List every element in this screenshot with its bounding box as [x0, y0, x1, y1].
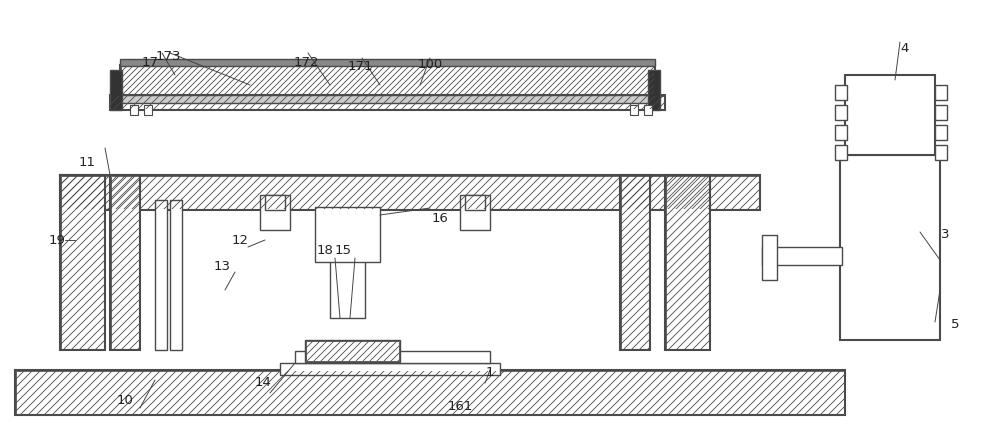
- Text: 19: 19: [49, 234, 65, 247]
- Bar: [15, 370, 845, 415]
- Bar: [835, 85, 847, 100]
- Bar: [315, 207, 380, 262]
- Bar: [170, 200, 182, 350]
- Bar: [60, 175, 105, 350]
- Bar: [935, 125, 947, 140]
- Bar: [155, 200, 167, 350]
- Bar: [648, 70, 660, 110]
- Text: 4: 4: [901, 41, 909, 54]
- Bar: [110, 70, 122, 110]
- Bar: [260, 195, 290, 230]
- Bar: [110, 95, 665, 110]
- Bar: [644, 105, 652, 115]
- Bar: [265, 195, 285, 210]
- Bar: [620, 175, 650, 350]
- Text: 17: 17: [142, 55, 158, 69]
- Bar: [330, 233, 365, 318]
- Bar: [460, 195, 490, 230]
- Text: 18: 18: [317, 244, 333, 257]
- Bar: [465, 195, 485, 210]
- Bar: [935, 145, 947, 160]
- Bar: [935, 105, 947, 120]
- Bar: [835, 125, 847, 140]
- Bar: [295, 351, 490, 363]
- Bar: [762, 235, 777, 280]
- Text: 12: 12: [232, 234, 248, 247]
- Bar: [665, 175, 710, 350]
- Bar: [120, 95, 655, 103]
- Bar: [935, 85, 947, 100]
- Bar: [845, 75, 935, 155]
- Bar: [835, 105, 847, 120]
- Bar: [305, 340, 400, 362]
- Text: 15: 15: [334, 244, 352, 257]
- Text: 161: 161: [447, 400, 473, 413]
- Text: 1: 1: [486, 366, 494, 379]
- Text: 172: 172: [293, 55, 319, 69]
- Bar: [280, 363, 500, 375]
- Bar: [130, 105, 138, 115]
- Bar: [144, 105, 152, 115]
- Text: 3: 3: [941, 229, 949, 241]
- Bar: [120, 59, 655, 66]
- Text: 5: 5: [951, 318, 959, 331]
- Text: 16: 16: [432, 212, 448, 225]
- Text: 11: 11: [78, 156, 96, 169]
- Bar: [120, 65, 655, 95]
- Text: 13: 13: [214, 260, 230, 273]
- Text: 10: 10: [117, 394, 133, 407]
- Text: 171: 171: [347, 60, 373, 73]
- Bar: [60, 175, 760, 210]
- Bar: [110, 175, 140, 350]
- Text: 14: 14: [255, 377, 271, 390]
- Bar: [762, 247, 842, 265]
- Bar: [630, 105, 638, 115]
- Text: 100: 100: [417, 58, 443, 72]
- Text: 173: 173: [155, 51, 181, 64]
- Bar: [835, 145, 847, 160]
- Bar: [840, 155, 940, 340]
